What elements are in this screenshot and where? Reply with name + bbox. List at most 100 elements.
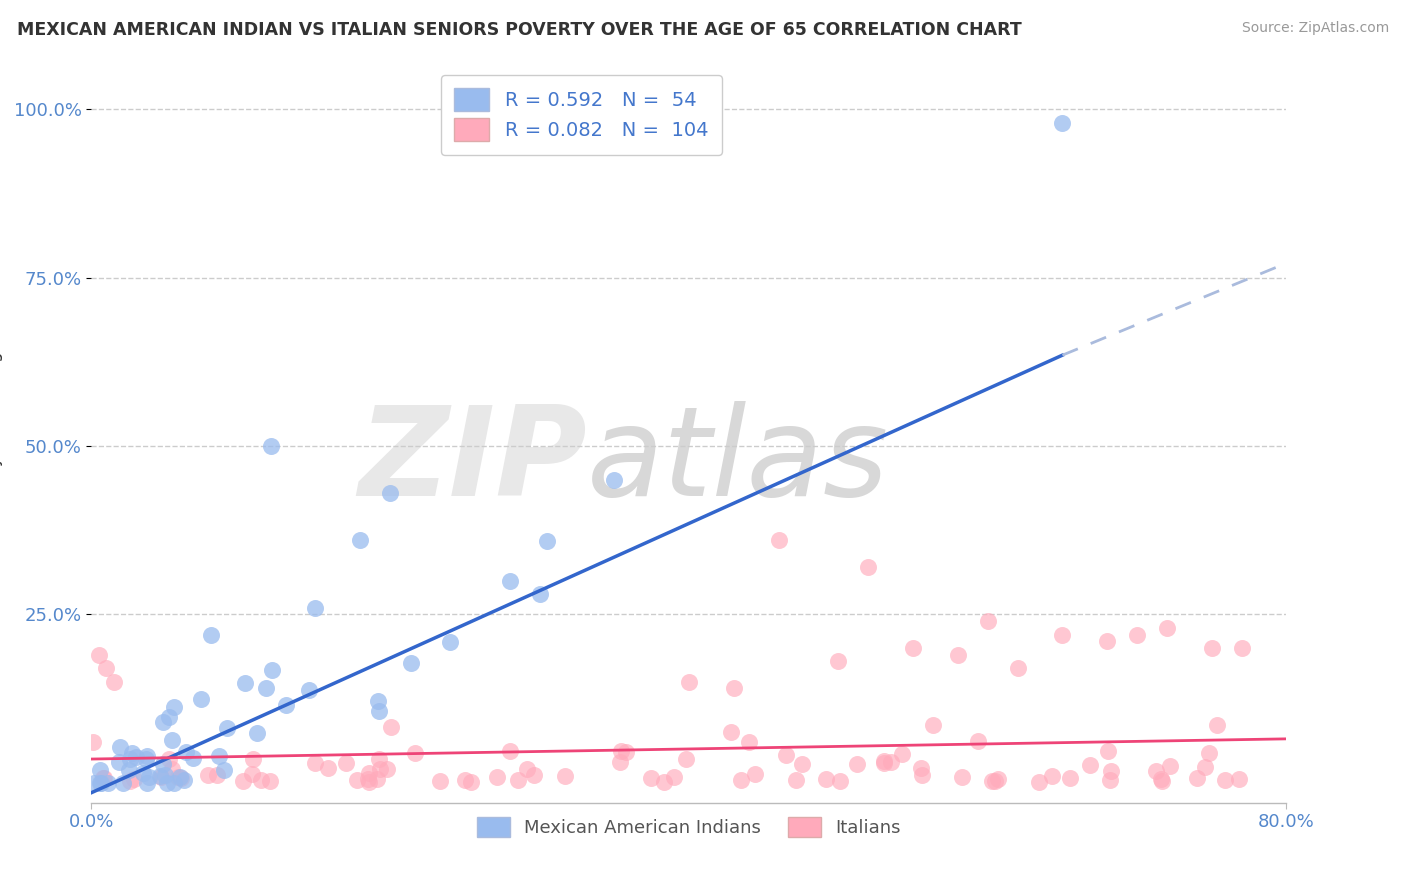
Point [91,772,114,786]
Point [380,720,402,734]
Point [1150,772,1173,786]
Point [1144,764,1167,778]
Point [169,770,191,784]
Point [359,775,381,789]
Point [744,767,766,781]
Point [217,722,239,736]
Point [136,775,159,789]
Point [1040,769,1063,783]
Point [1187,772,1209,786]
Point [366,772,388,787]
Point [662,770,685,784]
Point [910,761,932,775]
Point [93,771,115,785]
Point [111,775,134,789]
Point [845,757,868,772]
Point [922,718,945,732]
Point [367,752,389,766]
Point [984,773,1007,788]
Text: ZIP: ZIP [359,401,588,522]
Point [121,746,143,760]
Point [304,600,326,615]
Point [89,775,111,789]
Text: atlas: atlas [588,401,890,522]
Point [950,770,973,784]
Point [858,560,880,574]
Point [873,756,896,770]
Point [181,751,204,765]
Point [170,771,193,785]
Point [357,772,380,787]
Point [880,755,903,769]
Point [118,764,141,778]
Point [1098,773,1121,788]
Point [1097,744,1119,758]
Text: MEXICAN AMERICAN INDIAN VS ITALIAN SENIORS POVERTY OVER THE AGE OF 65 CORRELATIO: MEXICAN AMERICAN INDIAN VS ITALIAN SENIO… [17,21,1022,38]
Point [439,635,461,649]
Point [1230,640,1253,655]
Point [1227,772,1250,787]
Point [1078,758,1101,772]
Y-axis label: Seniors Poverty Over the Age of 65: Seniors Poverty Over the Age of 65 [0,293,3,585]
Point [149,770,172,784]
Point [122,772,145,786]
Point [738,735,761,749]
Point [132,766,155,780]
Legend: Mexican American Indians, Italians: Mexican American Indians, Italians [470,809,908,845]
Point [1007,661,1029,675]
Point [401,656,423,670]
Point [554,770,576,784]
Point [1059,772,1081,786]
Point [233,675,256,690]
Point [87,648,110,662]
Point [97,775,120,789]
Point [976,614,998,628]
Point [1028,775,1050,789]
Point [90,775,112,789]
Point [901,640,924,655]
Point [262,663,284,677]
Point [460,775,482,789]
Point [254,681,277,695]
Point [367,694,389,708]
Point [375,762,398,776]
Point [346,773,368,788]
Point [1156,621,1178,635]
Point [125,749,148,764]
Point [163,775,186,789]
Point [152,715,174,730]
Point [380,486,402,500]
Point [675,751,697,765]
Point [304,756,326,770]
Point [212,763,235,777]
Point [259,774,281,789]
Point [103,674,125,689]
Point [828,774,851,789]
Point [1159,759,1181,773]
Point [259,439,281,453]
Point [529,587,551,601]
Point [89,764,111,778]
Point [232,773,254,788]
Point [83,775,105,789]
Point [157,752,180,766]
Point [775,748,797,763]
Point [157,710,180,724]
Point [967,734,990,748]
Point [107,756,129,770]
Point [980,773,1002,788]
Point [149,769,172,783]
Point [516,762,538,776]
Point [118,774,141,789]
Point [1205,718,1227,732]
Point [506,773,529,788]
Point [1194,760,1216,774]
Point [190,692,212,706]
Point [166,770,188,784]
Point [1099,764,1122,778]
Point [911,768,934,782]
Point [200,627,222,641]
Point [429,774,451,789]
Point [1052,116,1074,130]
Point [173,773,195,788]
